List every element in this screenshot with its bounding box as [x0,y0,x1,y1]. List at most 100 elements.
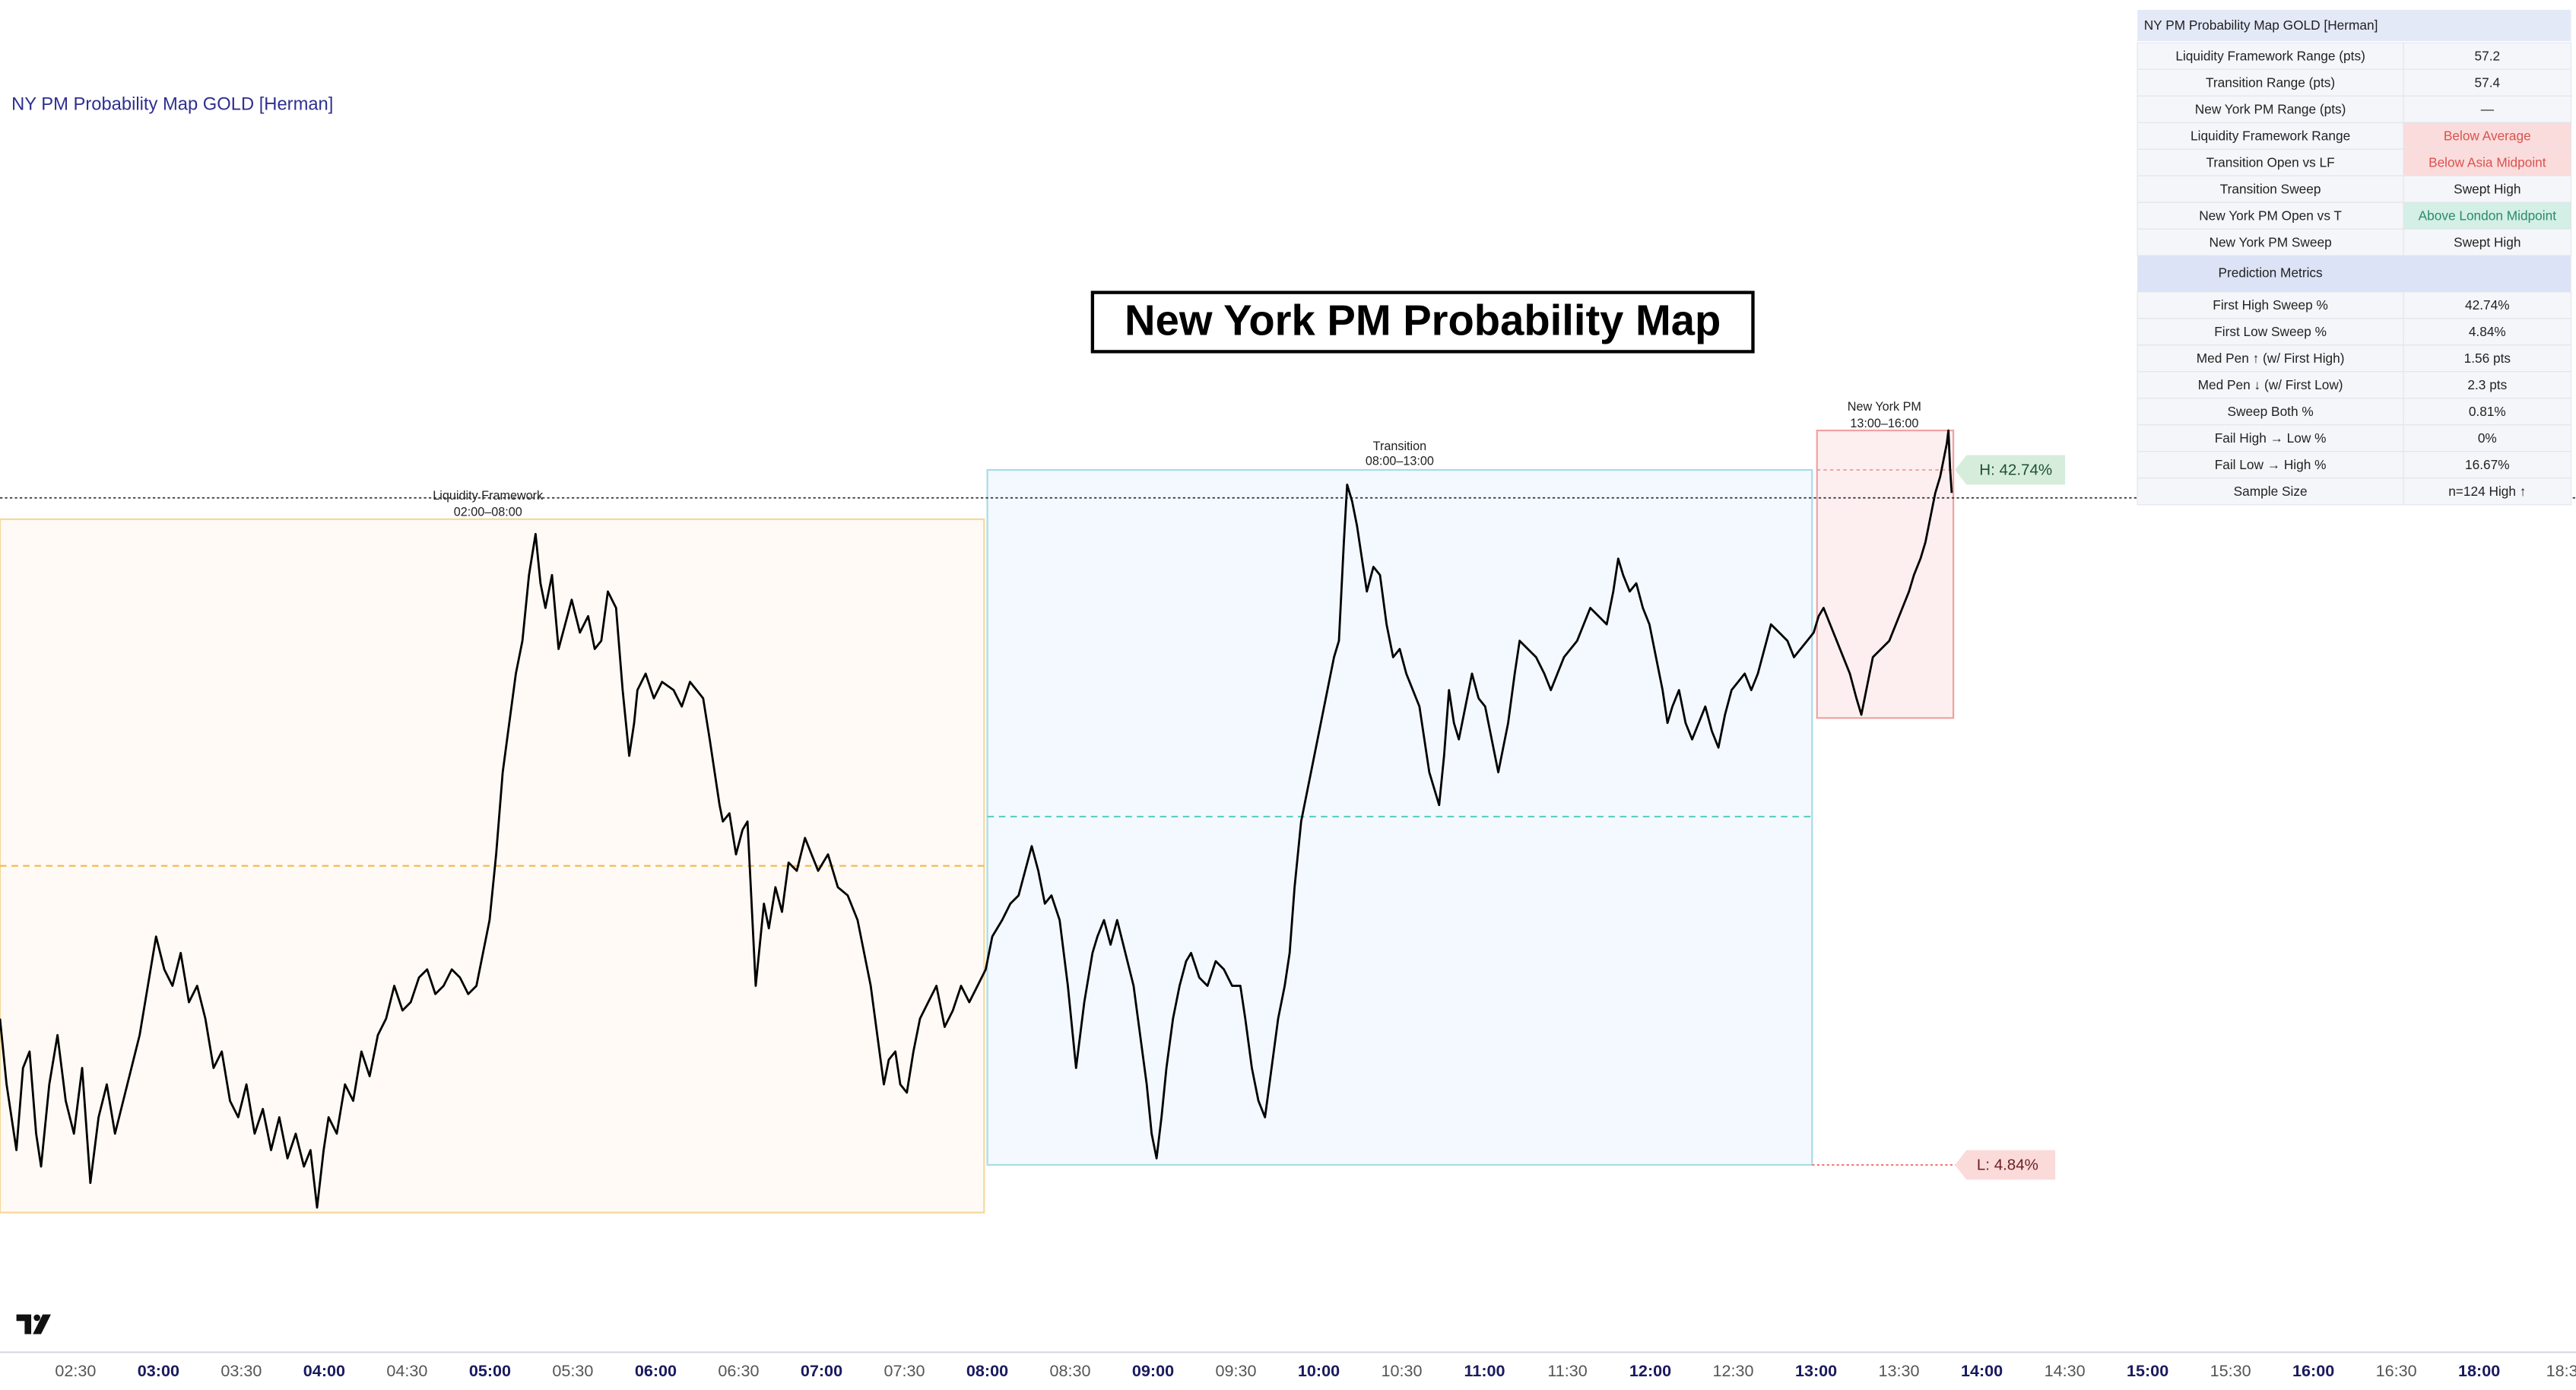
table-cell-bg [2403,424,2572,452]
session-time: 13:00–16:00 [1850,417,1918,430]
time-label: 18:00 [2458,1361,2500,1380]
time-label: 08:00 [966,1361,1008,1380]
price-trace [0,429,1953,1209]
table-value: Swept High [2454,234,2520,249]
table-cell-bg [2403,451,2572,479]
session-name: Liquidity Framework [433,489,544,503]
time-axis: 02:30 03:00 03:30 04:00 04:30 05:00 05:30 06:00… [55,1361,2576,1380]
table-label: First Low Sweep % [2214,324,2327,339]
table-cell-bg [2137,318,2404,346]
table-cell-bg [2403,318,2572,346]
time-label: 16:30 [2376,1361,2417,1380]
table-cell-bg [2403,122,2572,150]
table-value: n=124 High ↑ [2448,484,2526,499]
time-label: 13:30 [1879,1361,1920,1380]
table-value: Below Average [2444,128,2531,143]
table-cell-bg [2137,228,2404,256]
low-badge: L: 4.84% [1977,1156,2038,1173]
liquidity-framework-box [0,518,985,1214]
table-section: Prediction Metrics [2218,265,2323,281]
table-cell-bg [2137,42,2404,70]
table-value: Swept High [2454,181,2520,196]
time-label: 09:30 [1215,1361,1256,1380]
time-label: 04:00 [303,1361,345,1380]
table-value: 57.2 [2475,48,2501,63]
table-value: 2.3 pts [2467,377,2507,392]
time-label: 05:30 [552,1361,593,1380]
time-label: 18:3 [2546,1361,2576,1380]
table-label: Fail Low → High % [2215,457,2327,472]
time-label: 05:00 [469,1361,511,1380]
table-value: 0% [2478,430,2497,446]
table-cell-bg [2403,344,2572,373]
time-label: 16:00 [2292,1361,2334,1380]
table-label: First High Sweep % [2213,297,2328,313]
table-label: Transition Sweep [2220,181,2321,196]
time-label: 07:30 [884,1361,925,1380]
time-label: 11:30 [1547,1361,1587,1380]
stats-table: NY PM Probability Map GOLD [Herman] Liqui… [2137,9,2572,506]
table-cell-bg [2403,228,2572,256]
time-label: 12:30 [1713,1361,1754,1380]
session-name: Transition [1373,440,1426,453]
time-label: 15:00 [2127,1361,2168,1380]
time-label: 02:30 [55,1361,96,1380]
table-label: Transition Range (pts) [2206,75,2335,90]
table-cell-bg [2403,42,2572,70]
table-cell-bg [2137,202,2404,230]
time-label: 03:30 [220,1361,262,1380]
session-name: New York PM [1848,400,1921,414]
table-label: New York PM Open vs T [2199,208,2342,223]
table-value: 4.84% [2469,324,2506,339]
indicator-title[interactable]: NY PM Probability Map GOLD [Herman] [11,94,333,115]
table-cell-bg [2403,202,2572,230]
table-value: Above London Midpoint [2419,208,2557,223]
table-label: Med Pen ↓ (w/ First Low) [2198,377,2343,392]
table-label: New York PM Sweep [2209,234,2331,249]
table-cell-bg [2403,478,2572,506]
table-value: — [2481,101,2495,116]
time-label: 15:30 [2210,1361,2251,1380]
table-label: Sweep Both % [2227,404,2313,419]
table-header-bg [2137,9,2571,42]
session-time: 08:00–13:00 [1366,454,1434,468]
table-title: NY PM Probability Map GOLD [Herman] [2144,17,2378,33]
high-badge: H: 42.74% [1979,461,2052,478]
table-cell-bg [2403,148,2572,176]
table-label: Liquidity Framework Range (pts) [2175,48,2365,63]
table-cell-bg [2403,68,2572,97]
time-label: 08:30 [1049,1361,1090,1380]
time-label: 11:00 [1464,1361,1505,1380]
time-label: 10:00 [1298,1361,1340,1380]
time-label: 14:30 [2045,1361,2086,1380]
table-cell-bg [2403,371,2572,399]
tv-logo[interactable] [16,1314,51,1334]
time-label: 06:30 [718,1361,759,1380]
table-label: Sample Size [2234,484,2308,499]
session-time: 02:00–08:00 [454,505,522,519]
table-cell-bg [2137,344,2404,373]
table-label: Med Pen ↑ (w/ First High) [2197,351,2345,366]
title-box [1090,290,1755,354]
table-value: Below Asia Midpoint [2428,154,2546,170]
table-cell-bg [2403,291,2572,319]
time-label: 14:00 [1961,1361,2003,1380]
time-label: 12:00 [1629,1361,1671,1380]
chart-title: New York PM Probability Map [1125,297,1721,344]
table-section-bg [2137,255,2571,292]
table-label: Transition Open vs LF [2206,154,2334,170]
table-cell-bg [2137,148,2404,176]
transition-box [986,468,1813,1166]
table-cell-bg [2137,68,2404,97]
table-value: 42.74% [2465,297,2510,313]
time-label: 03:00 [138,1361,179,1380]
time-label: 06:00 [635,1361,677,1380]
low-badge-bg [1955,1150,2056,1180]
table-value: 57.4 [2475,75,2501,90]
time-label: 09:00 [1132,1361,1174,1380]
time-label: 07:00 [801,1361,842,1380]
time-label: 10:30 [1381,1361,1422,1380]
table-label: New York PM Range (pts) [2195,101,2346,116]
